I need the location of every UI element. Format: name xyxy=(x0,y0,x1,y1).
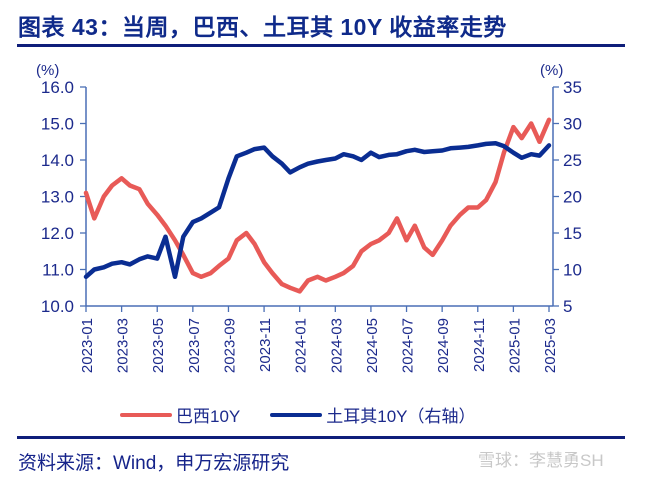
x-tick-label: 2025-03 xyxy=(542,318,559,373)
brazil-10y-line xyxy=(83,117,552,294)
right-tick-label: 15 xyxy=(563,224,582,243)
x-tick-label: 2024-07 xyxy=(400,318,417,373)
left-tick-label: 13.0 xyxy=(41,188,74,207)
x-tick-label: 2024-09 xyxy=(435,318,452,373)
legend-swatch-brazil xyxy=(120,412,172,417)
x-tick-label: 2024-03 xyxy=(328,318,345,373)
legend-swatch-turkey xyxy=(270,412,323,417)
left-tick-label: 16.0 xyxy=(41,78,74,97)
right-tick-label: 35 xyxy=(563,78,582,97)
x-tick-label: 2023-09 xyxy=(221,318,238,373)
right-axis-unit: (%) xyxy=(540,62,564,79)
x-tick-label: 2024-05 xyxy=(364,318,381,373)
right-tick-label: 25 xyxy=(563,151,582,170)
legend-label-turkey: 土耳其10Y（右轴） xyxy=(326,407,476,426)
x-tick-label: 2024-11 xyxy=(471,318,488,372)
left-tick-label: 11.0 xyxy=(42,261,74,280)
x-tick-label: 2023-05 xyxy=(150,318,167,373)
legend-item-brazil: 巴西10Y xyxy=(120,402,240,427)
left-tick-label: 15.0 xyxy=(41,115,74,134)
watermark: 雪球：李慧勇SH xyxy=(478,451,604,470)
left-tick-label: 14.0 xyxy=(41,151,74,170)
x-tick-label: 2023-03 xyxy=(115,318,132,373)
line-chart: 10.0 11.0 12.0 13.0 14.0 15.0 16.0 5 10 15 20 25 30 3… xyxy=(41,78,582,373)
x-tick-label: 2023-07 xyxy=(186,318,203,373)
x-tick-label: 2025-01 xyxy=(506,318,523,373)
legend-item-turkey: 土耳其10Y（右轴） xyxy=(270,402,476,427)
left-tick-label: 12.0 xyxy=(41,224,74,243)
chart-legend: 巴西10Y 土耳其10Y（右轴） xyxy=(120,402,476,427)
title-divider xyxy=(17,44,625,47)
chart-title: 图表 43：当周，巴西、土耳其 10Y 收益率走势 xyxy=(18,14,507,40)
right-tick-label: 20 xyxy=(563,188,582,207)
footer-divider xyxy=(17,436,625,439)
x-tick-label: 2023-01 xyxy=(79,318,96,373)
right-tick-label: 5 xyxy=(563,297,572,316)
x-tick-label: 2023-11 xyxy=(257,318,274,372)
chart-axes: 10.0 11.0 12.0 13.0 14.0 15.0 16.0 5 10 15 20 25 30 3… xyxy=(41,78,582,373)
left-tick-label: 10.0 xyxy=(41,297,74,316)
legend-label-brazil: 巴西10Y xyxy=(176,407,241,426)
right-tick-label: 10 xyxy=(563,261,582,280)
right-tick-label: 30 xyxy=(563,115,582,134)
chart-lines xyxy=(83,117,552,294)
left-axis-unit: (%) xyxy=(36,62,60,79)
turkey-10y-line xyxy=(83,140,552,280)
source-note: 资料来源：Wind，申万宏源研究 xyxy=(18,453,290,474)
x-tick-label: 2024-01 xyxy=(293,318,310,373)
